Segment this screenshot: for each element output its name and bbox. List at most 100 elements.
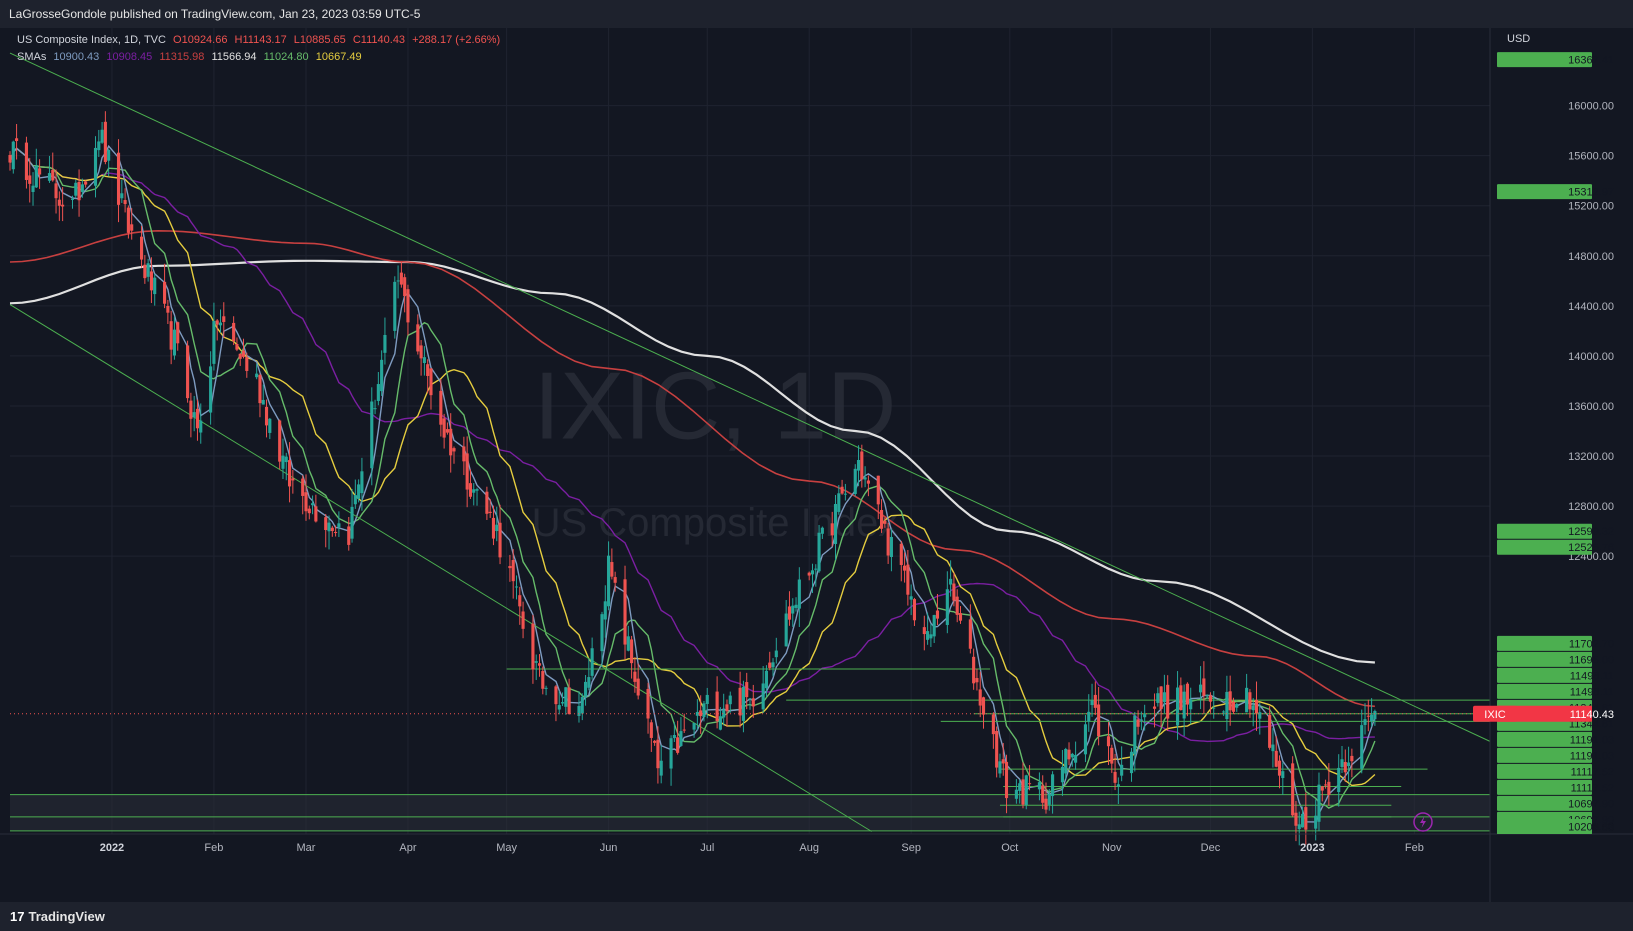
candle (981, 696, 986, 729)
candle (603, 585, 607, 638)
candle (833, 494, 838, 561)
candle (1189, 687, 1193, 725)
candle (692, 722, 696, 738)
candle (116, 139, 121, 223)
close-value: C11140.43 (352, 34, 406, 46)
sma-value-3: 11315.98 (159, 51, 205, 63)
sma-line-100 (9, 229, 1375, 708)
candle (1347, 746, 1351, 782)
candle (741, 680, 745, 733)
candle (958, 606, 963, 624)
candle (630, 635, 634, 679)
candle (912, 597, 917, 626)
candle (1021, 762, 1025, 809)
candle (1014, 779, 1018, 804)
candle (347, 516, 351, 551)
candle (38, 159, 42, 189)
price-tag-label: 11498.11 (1570, 670, 1614, 682)
y-tick-label-5: 14000.00 (1568, 351, 1614, 363)
candle (11, 140, 15, 174)
candle (97, 129, 101, 157)
candle (334, 525, 338, 537)
candle (192, 395, 196, 432)
current-price-tag: 11140.43 (1497, 705, 1614, 722)
candle (794, 597, 798, 612)
candle (929, 623, 933, 647)
candle (449, 413, 453, 473)
candle (426, 359, 430, 394)
candle (1143, 704, 1147, 731)
candle (15, 123, 19, 160)
candle (856, 445, 861, 487)
candle (1327, 763, 1331, 806)
candle (600, 611, 604, 668)
candle (791, 598, 795, 627)
candle (442, 413, 446, 449)
price-tag: 10697.90 (1497, 795, 1614, 811)
price-tag-label: 10697.90 (1568, 798, 1614, 810)
candle (682, 713, 686, 733)
candle (860, 444, 864, 488)
price-tag-label: 11117.52 (1571, 782, 1614, 794)
candle (353, 479, 357, 509)
candle (817, 525, 821, 573)
candle (899, 540, 903, 582)
tradingview-logo[interactable]: 17 TradingView (10, 909, 105, 924)
candle (176, 321, 180, 351)
candle (24, 136, 29, 189)
candle (163, 263, 167, 309)
price-tag: 10204.59 (1497, 819, 1614, 834)
candle (1182, 684, 1186, 737)
candle (1027, 765, 1032, 791)
candle (1202, 661, 1206, 714)
candle (1156, 687, 1160, 707)
candle (1228, 675, 1232, 726)
price-tag: 11498.11 (1497, 683, 1614, 699)
candle (715, 676, 719, 729)
candle (949, 560, 953, 597)
candle (511, 549, 515, 599)
candle (1297, 811, 1301, 846)
y-tick-label-3: 14800.00 (1568, 251, 1614, 263)
trendline-1[interactable] (9, 304, 872, 832)
y-tick-label-0: 16000.00 (1568, 101, 1614, 113)
price-tag-label: 16367.41 (1568, 55, 1614, 67)
candle (209, 351, 213, 425)
trendline-0[interactable] (9, 52, 1491, 742)
sma-value-4: 11566.94 (211, 51, 257, 63)
candle (1251, 698, 1255, 727)
candle (314, 494, 318, 523)
price-tag-label: 11702.70 (1569, 638, 1614, 650)
candle (107, 148, 111, 177)
sma-label: SMAs (17, 51, 47, 63)
price-tag: 11702.70 (1497, 635, 1614, 651)
price-tag-label: 11191.03 (1570, 734, 1614, 746)
candle (1268, 706, 1272, 750)
candle (702, 700, 706, 722)
candle (768, 651, 772, 671)
candle (416, 314, 420, 355)
candle (1277, 755, 1282, 789)
candle (1366, 699, 1370, 732)
candle (357, 479, 361, 503)
symbol-tag: IXIC (1473, 705, 1517, 722)
price-tag: 11191.03 (1497, 747, 1614, 763)
candle (840, 479, 844, 495)
candle (77, 169, 81, 217)
candle (1004, 754, 1009, 814)
candle (143, 255, 147, 284)
candle (863, 466, 867, 488)
candle (304, 474, 308, 521)
candle (70, 195, 75, 209)
candle (488, 498, 492, 518)
candle (268, 417, 272, 440)
lightning-icon[interactable] (1413, 812, 1433, 832)
x-tick-label-9: Oct (1001, 842, 1018, 854)
candle (462, 436, 466, 476)
candle (1060, 750, 1065, 796)
sma-value-5: 11024.80 (263, 51, 309, 63)
candle (324, 513, 328, 548)
candle (1018, 779, 1022, 804)
candle (879, 499, 884, 533)
